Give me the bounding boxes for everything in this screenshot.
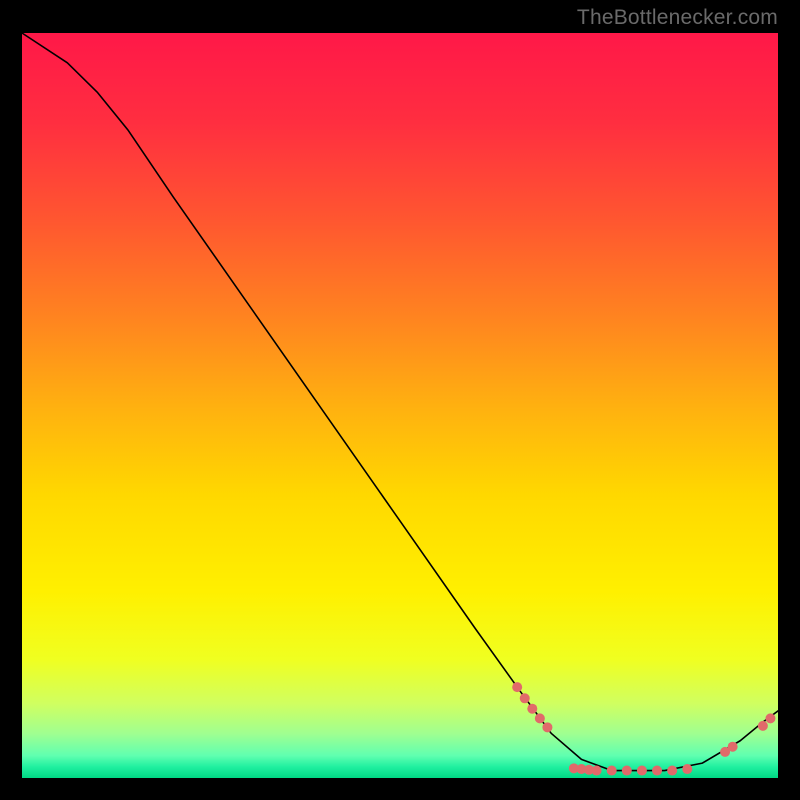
data-marker xyxy=(765,713,775,723)
data-marker xyxy=(512,682,522,692)
bottleneck-chart xyxy=(0,0,800,800)
data-marker xyxy=(728,742,738,752)
gradient-plot-area xyxy=(22,33,778,778)
data-marker xyxy=(667,766,677,776)
data-marker xyxy=(622,766,632,776)
page-root: TheBottlenecker.com xyxy=(0,0,800,800)
data-marker xyxy=(607,766,617,776)
data-marker xyxy=(535,713,545,723)
data-marker xyxy=(682,764,692,774)
data-marker xyxy=(637,766,647,776)
data-marker xyxy=(592,766,602,776)
data-marker xyxy=(520,693,530,703)
watermark-text: TheBottlenecker.com xyxy=(577,6,778,30)
data-marker xyxy=(652,766,662,776)
data-marker xyxy=(527,704,537,714)
data-marker xyxy=(542,722,552,732)
data-marker xyxy=(758,721,768,731)
